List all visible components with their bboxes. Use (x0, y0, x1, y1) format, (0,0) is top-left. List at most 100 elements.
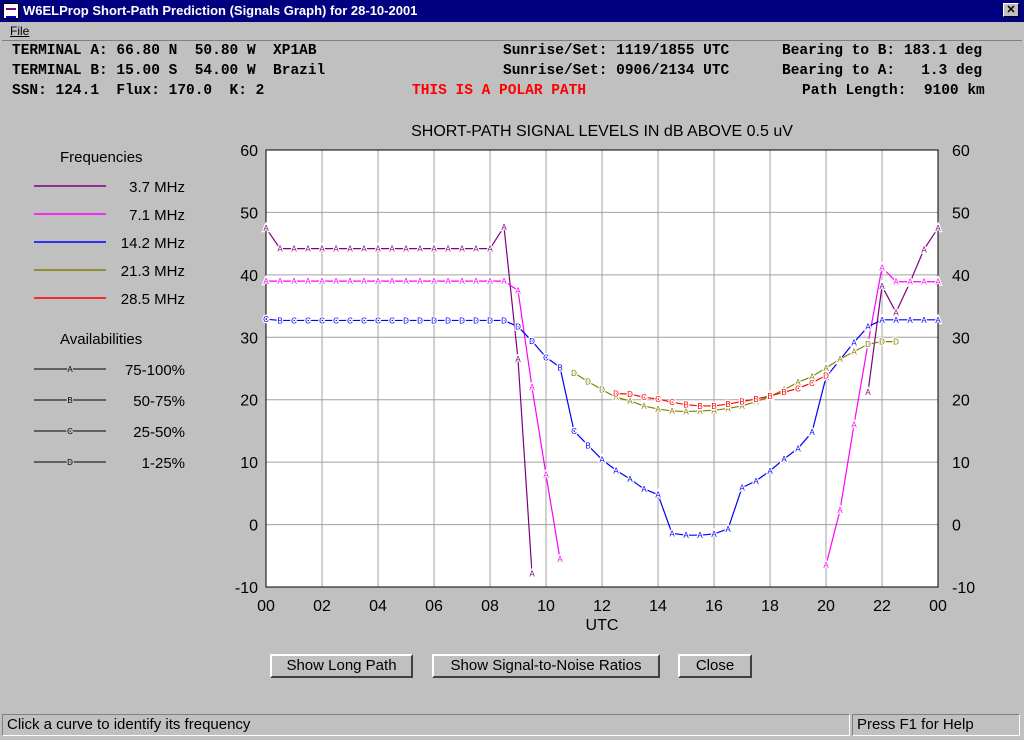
x-tick-label: 00 (257, 598, 275, 615)
x-axis-label: UTC (586, 617, 619, 634)
data-point-marker: A (487, 245, 493, 254)
data-point-marker: A (809, 428, 815, 437)
data-point-marker: A (935, 224, 941, 233)
data-point-marker: A (277, 245, 283, 254)
data-point-marker: A (725, 525, 731, 534)
series-line-7-1-MHz (266, 280, 561, 560)
data-point-marker: A (403, 245, 409, 254)
data-point-marker: A (753, 477, 759, 486)
data-point-marker: A (879, 316, 885, 325)
show-snr-button[interactable]: Show Signal-to-Noise Ratios (432, 654, 660, 678)
data-point-marker: A (613, 393, 619, 402)
data-point-marker: D (893, 338, 899, 347)
legend-avail-marker: C (67, 427, 73, 436)
data-point-marker: A (809, 373, 815, 382)
x-tick-label: 04 (369, 598, 387, 615)
legend-frequency-label: 21.3 MHz (121, 263, 185, 280)
data-point-marker: A (613, 466, 619, 475)
x-tick-label: 10 (537, 598, 555, 615)
data-point-marker: A (655, 491, 661, 500)
data-point-marker: A (823, 373, 829, 382)
data-point-marker: A (501, 277, 507, 286)
legend-avail-marker: A (67, 365, 73, 374)
close-button[interactable]: Close (678, 654, 752, 678)
data-point-marker: A (459, 245, 465, 254)
data-point-marker: D (879, 338, 885, 347)
close-window-button[interactable]: ✕ (1003, 3, 1019, 17)
data-point-marker: A (389, 277, 395, 286)
data-point-marker: A (291, 245, 297, 254)
data-point-marker: A (473, 245, 479, 254)
data-point-marker: D (473, 316, 479, 325)
data-point-marker: D (823, 371, 829, 380)
legend-frequency-label: 28.5 MHz (121, 291, 185, 308)
x-tick-label: 14 (649, 598, 667, 615)
x-tick-label: 18 (761, 598, 779, 615)
data-point-marker: A (627, 475, 633, 484)
data-point-marker: A (893, 278, 899, 287)
menu-file[interactable]: File (10, 24, 30, 38)
data-point-marker: A (333, 245, 339, 254)
data-point-marker: B (557, 363, 562, 372)
data-point-marker: C (291, 316, 297, 325)
data-point-marker: A (879, 282, 885, 291)
data-point-marker: D (501, 316, 507, 325)
data-point-marker: C (375, 316, 381, 325)
app-icon[interactable] (3, 3, 19, 19)
bearing-to-a: Bearing to A: 1.3 deg (782, 63, 983, 79)
data-point-marker: B (781, 388, 786, 397)
y-tick-label-left: 50 (240, 205, 258, 222)
data-point-marker: A (627, 397, 633, 406)
legend-frequency-label: 14.2 MHz (121, 235, 185, 252)
data-point-marker: A (473, 277, 479, 286)
data-point-marker: A (459, 277, 465, 286)
data-point-marker: D (417, 316, 423, 325)
show-long-path-button[interactable]: Show Long Path (270, 654, 413, 678)
series-line-14-2-MHz (265, 318, 938, 536)
data-point-marker: D (599, 386, 605, 395)
data-point-marker: A (683, 408, 689, 417)
data-point-marker: A (375, 245, 381, 254)
data-point-marker: A (529, 569, 535, 578)
data-point-marker: A (711, 530, 717, 539)
data-point-marker: A (907, 278, 913, 287)
x-tick-label: 06 (425, 598, 443, 615)
data-point-marker: A (375, 277, 381, 286)
data-point-marker: B (739, 398, 744, 407)
data-point-marker: C (795, 384, 801, 393)
data-point-marker: A (641, 485, 647, 494)
data-point-marker: A (837, 356, 843, 365)
series-line-3-7-MHz (867, 227, 939, 393)
y-tick-label-right: -10 (952, 580, 975, 597)
menu-bar: File (0, 22, 1024, 40)
y-tick-label-left: 30 (240, 330, 258, 347)
legend-avail-marker: B (67, 396, 72, 405)
data-point-marker: A (823, 561, 829, 570)
terminal-b-info: TERMINAL B: 15.00 S 54.00 W Brazil (12, 63, 326, 79)
data-point-marker: A (935, 278, 941, 287)
legend-frequency-label: 3.7 MHz (129, 179, 185, 196)
window-title: W6ELProp Short-Path Prediction (Signals … (23, 3, 418, 18)
y-tick-label-right: 20 (952, 393, 970, 410)
availabilities-legend-title: Availabilities (60, 331, 143, 348)
bearing-to-b: Bearing to B: 183.1 deg (782, 43, 983, 59)
data-point-marker: A (893, 316, 899, 325)
client-area (2, 40, 1022, 713)
data-point-marker: A (767, 393, 773, 402)
data-point-marker: A (487, 277, 493, 286)
data-point-marker: B (585, 441, 590, 450)
data-point-marker: B (697, 402, 702, 411)
y-tick-label-left: -10 (235, 580, 258, 597)
data-point-marker: A (921, 245, 927, 254)
legend-availability-label: 25-50% (133, 424, 185, 441)
x-tick-label: 12 (593, 598, 611, 615)
data-point-marker: A (823, 364, 829, 373)
data-point-marker: A (739, 402, 745, 411)
x-tick-label: 22 (873, 598, 891, 615)
data-point-marker: A (907, 316, 913, 325)
data-point-marker: A (431, 277, 437, 286)
data-point-marker: A (305, 245, 311, 254)
data-point-marker: A (921, 316, 927, 325)
data-point-marker: A (781, 455, 787, 464)
data-point-marker: D (487, 316, 493, 325)
